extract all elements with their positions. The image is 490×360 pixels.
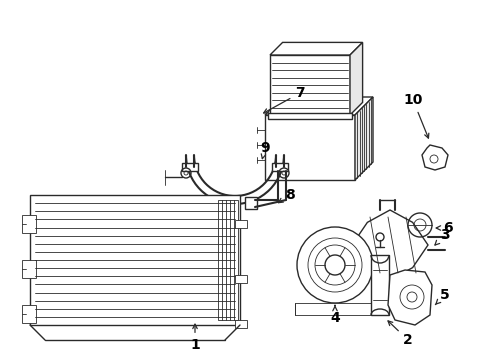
Bar xyxy=(30,195,240,325)
Polygon shape xyxy=(352,210,428,280)
Text: 6: 6 xyxy=(436,221,453,235)
Polygon shape xyxy=(350,42,363,115)
Circle shape xyxy=(297,227,373,303)
Circle shape xyxy=(308,238,362,292)
Polygon shape xyxy=(388,270,432,325)
Bar xyxy=(295,303,375,315)
Polygon shape xyxy=(422,145,448,170)
Polygon shape xyxy=(355,97,373,180)
Circle shape xyxy=(315,245,355,285)
Text: 5: 5 xyxy=(435,288,450,305)
Text: 9: 9 xyxy=(260,141,270,159)
Bar xyxy=(235,220,247,228)
Bar xyxy=(235,275,247,283)
Text: 7: 7 xyxy=(264,86,305,113)
Bar xyxy=(235,320,247,328)
Bar xyxy=(265,115,355,180)
Text: 3: 3 xyxy=(435,228,450,245)
Bar xyxy=(218,200,238,320)
Text: 10: 10 xyxy=(403,93,429,138)
Text: 8: 8 xyxy=(278,188,295,203)
Bar xyxy=(22,260,36,278)
Circle shape xyxy=(325,255,345,275)
Text: 1: 1 xyxy=(190,324,200,352)
Bar xyxy=(182,163,198,171)
Bar xyxy=(22,305,36,323)
Text: 4: 4 xyxy=(330,305,340,325)
Bar xyxy=(245,197,257,209)
Polygon shape xyxy=(265,97,373,115)
Bar xyxy=(22,215,36,233)
Bar xyxy=(371,255,389,315)
Polygon shape xyxy=(270,42,363,55)
Bar xyxy=(272,163,288,171)
Bar xyxy=(270,55,350,115)
Text: 2: 2 xyxy=(388,321,413,347)
Bar xyxy=(268,113,352,119)
